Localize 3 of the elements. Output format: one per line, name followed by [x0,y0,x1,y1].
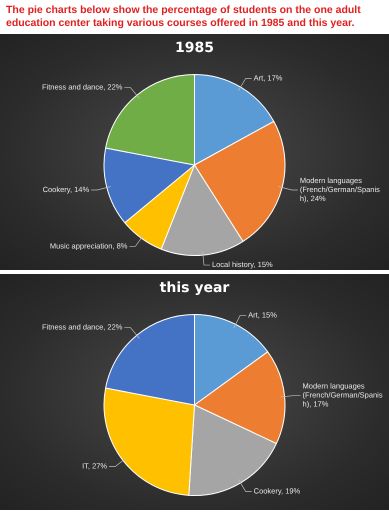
chart-title: 1985 [174,40,215,58]
chart-title: this year [158,280,230,298]
text: The pie charts below show the percentage of students on the one adult education center taking various courses offered in 1985 and this year. [5,3,362,31]
